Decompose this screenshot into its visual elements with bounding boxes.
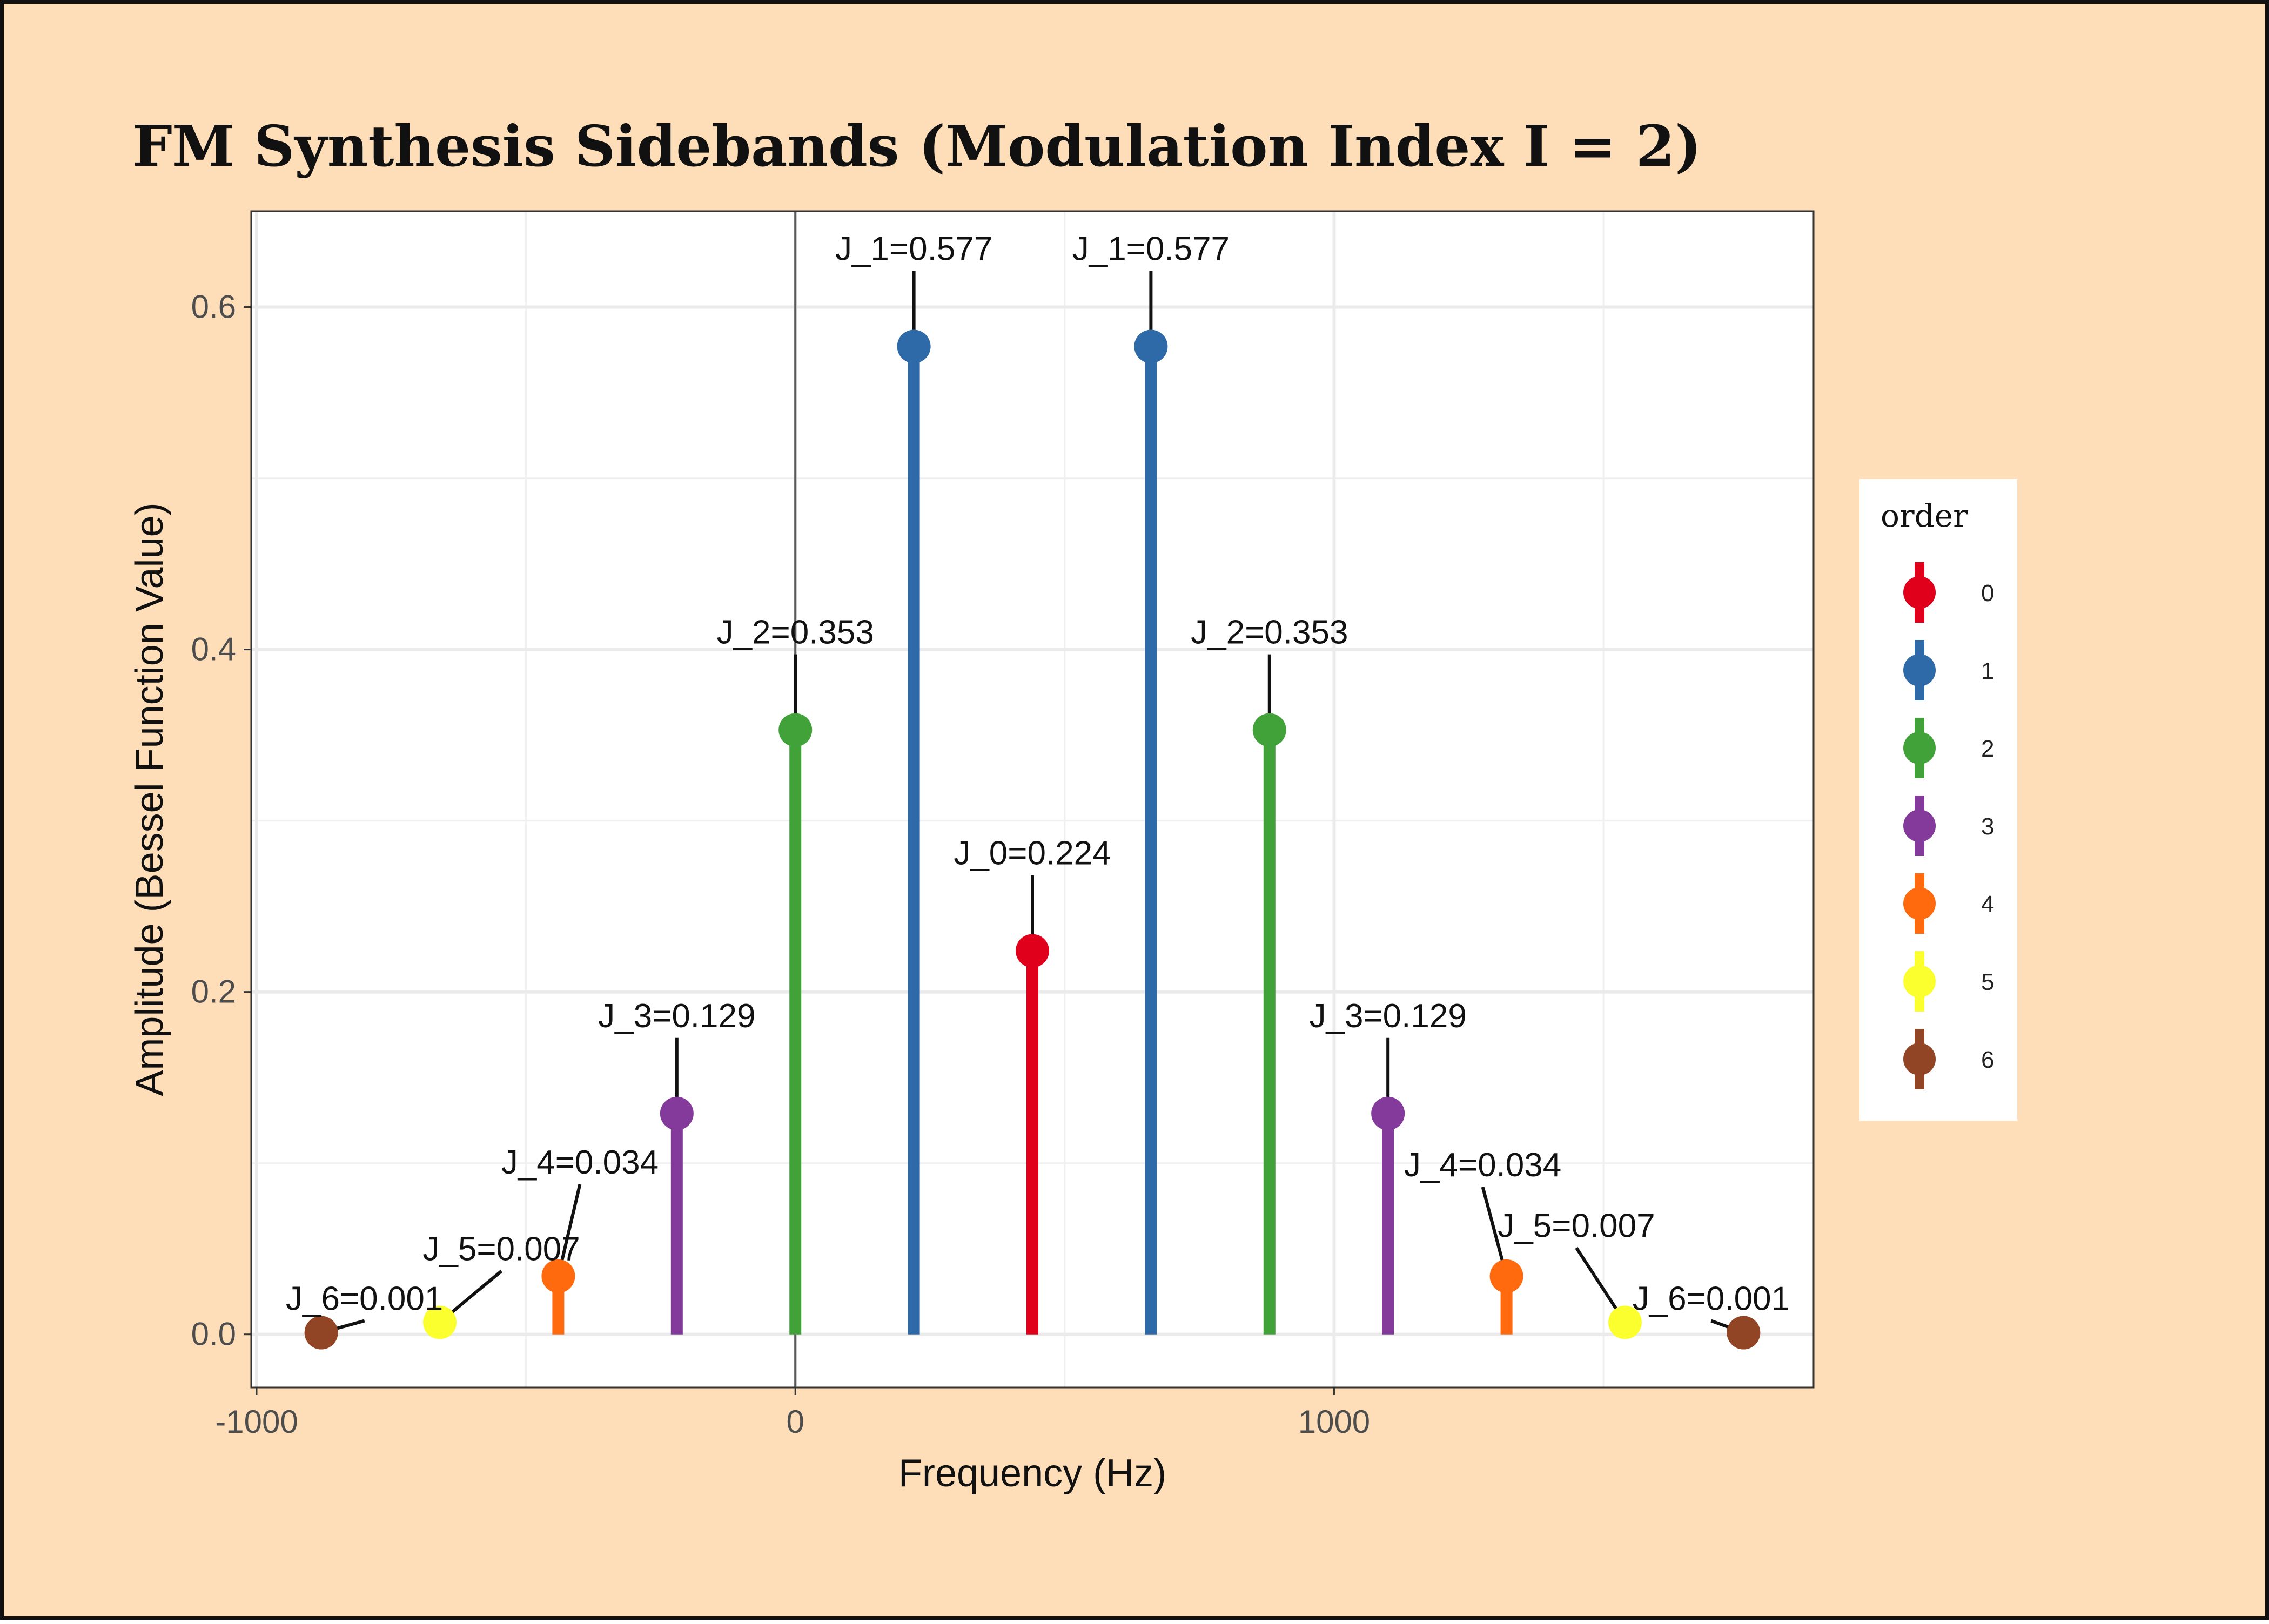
stems — [315, 346, 1750, 1335]
y-axis-title: Amplitude (Bessel Function Value) — [128, 502, 171, 1096]
x-axis: -1000 0 1000 — [215, 1387, 1370, 1440]
point-J4[interactable] — [1489, 1259, 1523, 1293]
legend-label: 4 — [1981, 891, 1994, 918]
label-J3: J_3=0.129 — [598, 998, 755, 1035]
point-J0[interactable] — [1016, 934, 1049, 968]
legend-label: 5 — [1981, 969, 1994, 995]
legend-key-point — [1903, 654, 1936, 686]
y-tick-label: 0.2 — [191, 974, 236, 1010]
legend[interactable]: order 0 1 2 3 4 5 6 — [1859, 479, 2017, 1121]
legend-items: 0 1 2 3 4 5 6 — [1903, 562, 1994, 1089]
legend-key-point — [1903, 965, 1936, 998]
label-J2: J_2=0.353 — [1191, 614, 1348, 651]
label-J2: J_2=0.353 — [717, 614, 874, 651]
label-J6: J_6=0.001 — [1633, 1281, 1790, 1318]
point-J2[interactable] — [1252, 713, 1286, 747]
label-J5: J_5=0.007 — [422, 1231, 580, 1268]
legend-key-point — [1903, 576, 1936, 609]
legend-key-point — [1903, 1043, 1936, 1075]
label-J4: J_4=0.034 — [1404, 1147, 1561, 1184]
label-J1: J_1=0.577 — [1072, 230, 1230, 267]
x-tick-label: 1000 — [1298, 1404, 1370, 1440]
legend-label: 3 — [1981, 813, 1994, 840]
point-J3[interactable] — [660, 1096, 694, 1130]
point-J6[interactable] — [304, 1316, 338, 1350]
label-J4: J_4=0.034 — [501, 1144, 659, 1181]
point-J4[interactable] — [541, 1259, 575, 1293]
y-tick-label: 0.6 — [191, 289, 236, 325]
legend-key-point — [1903, 810, 1936, 842]
x-axis-title: Frequency (Hz) — [898, 1452, 1166, 1495]
points — [304, 329, 1761, 1350]
point-J1[interactable] — [1134, 329, 1168, 363]
x-tick-label: 0 — [787, 1404, 804, 1440]
y-axis: 0.0 0.2 0.4 0.6 — [191, 289, 251, 1352]
y-tick-label: 0.4 — [191, 631, 236, 668]
point-J6[interactable] — [1727, 1316, 1761, 1350]
chart: FM Synthesis Sidebands (Modulation Index… — [128, 113, 2017, 1495]
label-J3: J_3=0.129 — [1310, 998, 1467, 1035]
point-J2[interactable] — [778, 713, 813, 747]
legend-key-point — [1903, 887, 1936, 920]
y-tick-label: 0.0 — [191, 1316, 236, 1352]
legend-key-point — [1903, 732, 1936, 764]
label-J6: J_6=0.001 — [286, 1281, 443, 1318]
legend-label: 0 — [1981, 580, 1994, 607]
label-J0: J_0=0.224 — [954, 835, 1111, 872]
legend-box — [1859, 479, 2017, 1121]
legend-label: 6 — [1981, 1047, 1994, 1073]
label-J1: J_1=0.577 — [835, 230, 992, 267]
plot-border — [250, 210, 1815, 1389]
point-J5[interactable] — [423, 1305, 457, 1339]
label-J5: J_5=0.007 — [1498, 1208, 1655, 1245]
point-J1[interactable] — [897, 329, 931, 363]
x-tick-label: -1000 — [215, 1404, 298, 1440]
legend-title: order — [1881, 497, 1968, 534]
data-labels: J_6=0.001 J_5=0.007 J_4=0.034 J_3=0.129 J_2=… — [286, 230, 1790, 1317]
legend-label: 1 — [1981, 658, 1994, 684]
chart-title: FM Synthesis Sidebands (Modulation Index… — [132, 113, 1701, 179]
point-J5[interactable] — [1608, 1305, 1642, 1339]
point-J3[interactable] — [1371, 1096, 1405, 1130]
legend-label: 2 — [1981, 736, 1994, 762]
